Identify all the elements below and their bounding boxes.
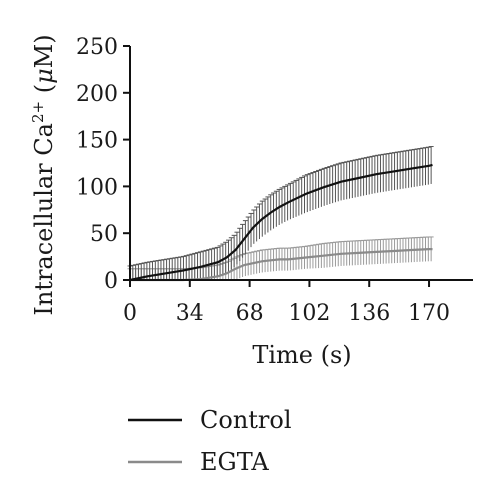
x-tick-label: 136 xyxy=(348,301,390,326)
x-tick-label: 34 xyxy=(176,301,204,326)
x-tick-label: 170 xyxy=(408,301,450,326)
x-tick-label: 102 xyxy=(288,301,330,326)
control-series-line xyxy=(129,163,433,282)
y-tick-label: 50 xyxy=(90,222,118,247)
y-tick-label: 150 xyxy=(76,129,118,154)
y-axis-ticks: 0 50 100 150 200 250 xyxy=(76,35,130,294)
x-axis-ticks: 0 34 68 102 136 170 xyxy=(123,280,450,326)
legend: Control EGTA xyxy=(128,406,292,476)
x-axis-label: Time (s) xyxy=(252,341,351,369)
y-tick-label: 250 xyxy=(76,35,118,60)
x-tick-label: 68 xyxy=(236,301,264,326)
y-tick-label: 100 xyxy=(76,175,118,200)
y-tick-label: 200 xyxy=(76,82,118,107)
control-legend-label: Control xyxy=(200,406,292,434)
y-tick-label: 0 xyxy=(104,269,118,294)
x-tick-label: 0 xyxy=(123,301,137,326)
egta-legend-label: EGTA xyxy=(200,448,269,476)
y-axis-label: Intracellular Ca2+ (μM) xyxy=(29,34,58,315)
